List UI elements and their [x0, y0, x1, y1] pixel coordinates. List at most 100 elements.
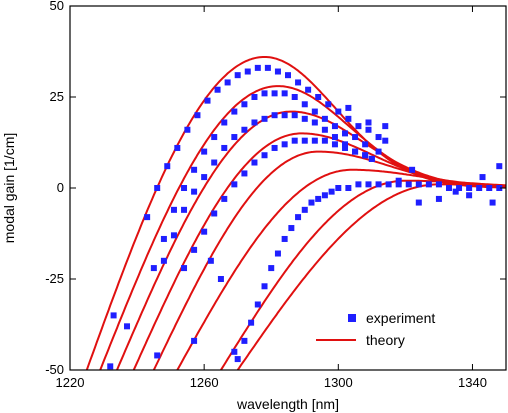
experiment-point: [342, 130, 349, 137]
experiment-point: [211, 210, 218, 217]
experiment-point: [254, 301, 261, 308]
experiment-point: [261, 90, 268, 97]
axis-ticks: 1220 1260 1300 1340 -50 -25 0 25 50: [45, 0, 506, 390]
y-tick-label: -25: [45, 271, 64, 286]
experiment-point: [221, 119, 228, 126]
experiment-point: [476, 185, 483, 191]
experiment-point: [221, 195, 228, 202]
experiment-point: [385, 181, 392, 188]
experiment-point: [211, 134, 218, 141]
experiment-point: [191, 188, 198, 195]
experiment-point: [305, 86, 312, 93]
experiment-point: [382, 137, 389, 144]
y-tick-label: -50: [45, 362, 64, 377]
x-tick-label: 1220: [56, 375, 85, 390]
experiment-point: [211, 159, 218, 166]
experiment-point: [365, 126, 372, 133]
theory-curve: [85, 56, 506, 370]
experiment-point: [456, 185, 463, 191]
experiment-point: [181, 206, 188, 213]
experiment-point: [342, 144, 349, 151]
experiment-point: [335, 108, 342, 115]
experiment-point: [241, 101, 248, 108]
experiment-point: [288, 225, 295, 232]
experiment-point: [345, 104, 352, 111]
experiment-point: [261, 283, 268, 290]
experiment-point: [466, 185, 473, 191]
experiment-point: [301, 206, 308, 213]
experiment-point: [445, 185, 452, 191]
experiment-point: [241, 170, 248, 177]
experiment-point: [321, 192, 328, 199]
experiment-point: [362, 152, 369, 159]
experiment-point: [301, 137, 308, 144]
plot-frame: [69, 5, 507, 371]
legend-theory-label: theory: [366, 332, 405, 348]
experiment-point: [415, 181, 422, 188]
y-axis-label: modal gain [1/cm]: [1, 133, 17, 244]
experiment-point: [124, 323, 131, 330]
experiment-point: [479, 174, 486, 181]
experiment-point: [375, 181, 382, 188]
experiment-point: [150, 265, 157, 272]
theory-curve: [236, 183, 506, 370]
experiment-point: [107, 363, 114, 370]
experiment-point: [308, 199, 315, 206]
experiment-point: [181, 265, 188, 272]
experiment-point: [466, 192, 473, 199]
experiment-point: [345, 115, 352, 122]
experiment-point: [355, 181, 362, 188]
experiment-point: [311, 108, 318, 115]
experiment-point: [325, 101, 332, 108]
experiment-point: [231, 181, 238, 188]
experiment-point: [274, 250, 281, 257]
experiment-point: [231, 108, 238, 115]
experiment-point: [405, 181, 412, 188]
theory-curve: [220, 179, 506, 370]
experiment-point: [435, 195, 442, 202]
experiment-point: [184, 126, 191, 133]
y-tick-label: 25: [50, 89, 64, 104]
y-tick-label: 0: [57, 180, 64, 195]
experiment-point: [281, 90, 288, 97]
experiment-point: [254, 64, 261, 71]
experiment-point: [425, 181, 432, 188]
y-tick-label: 50: [50, 0, 64, 13]
experiment-point: [110, 312, 117, 319]
experiment-point: [345, 185, 352, 191]
experiment-point: [301, 101, 308, 108]
experiment-point: [335, 185, 342, 191]
experiment-point: [170, 206, 177, 213]
experiment-point: [234, 356, 241, 363]
experiment-point: [191, 246, 198, 253]
experiment-point: [301, 115, 308, 122]
experiment-point: [244, 68, 251, 75]
experiment-point: [154, 352, 161, 359]
experiment-point: [201, 228, 208, 235]
experiment-point: [160, 257, 167, 264]
experiment-point: [331, 141, 338, 148]
experiment-point: [496, 163, 503, 170]
experiment-point: [409, 166, 416, 173]
experiment-point: [251, 119, 258, 126]
experiment-point: [201, 174, 208, 181]
experiment-point: [201, 148, 208, 155]
experiment-point: [281, 112, 288, 119]
x-tick-label: 1300: [324, 375, 353, 390]
experiment-point: [321, 126, 328, 133]
experiment-point: [251, 159, 258, 166]
experiment-point: [274, 68, 281, 75]
experiment-point: [395, 181, 402, 188]
experiment-point: [160, 235, 167, 242]
experiment-point: [241, 337, 248, 344]
experiment-point: [321, 137, 328, 144]
experiment-point: [164, 163, 171, 170]
experiment-point: [261, 152, 268, 159]
experiment-point: [486, 185, 493, 191]
experiment-point: [382, 123, 389, 130]
experiment-point: [248, 319, 255, 326]
x-tick-label: 1340: [458, 375, 487, 390]
experiment-point: [144, 214, 151, 221]
experiment-point: [281, 235, 288, 242]
experiment-point: [264, 64, 271, 71]
